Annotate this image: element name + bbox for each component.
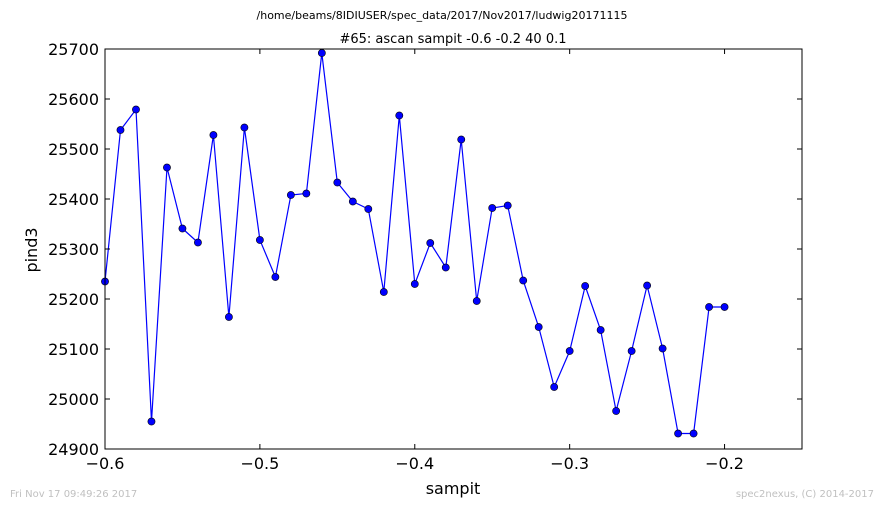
y-tick-label: 24900	[48, 440, 99, 459]
data-point	[519, 276, 528, 285]
data-point	[147, 417, 156, 426]
data-point	[534, 323, 543, 331]
plot-area: −0.6 −0.5 −0.4 −0.3 −0.2 24900 25000 25100 25200…	[48, 40, 803, 473]
x-tick-label: −0.4	[395, 454, 434, 473]
data-point	[317, 49, 326, 57]
y-tick-label: 25400	[48, 190, 99, 209]
y-tick-label: 25700	[48, 40, 99, 59]
data-point	[178, 224, 187, 233]
data-point	[457, 135, 466, 144]
y-tick-label: 25600	[48, 90, 99, 109]
data-point	[488, 204, 497, 212]
x-tick-label: −0.5	[240, 454, 279, 473]
data-point	[441, 263, 450, 272]
y-tick-label: 25200	[48, 290, 99, 309]
data-point	[209, 131, 218, 139]
data-point	[612, 407, 621, 415]
data-point	[581, 282, 590, 290]
data-point	[132, 105, 140, 114]
y-tick-label: 25100	[48, 340, 99, 359]
data-point	[194, 238, 202, 247]
y-tick-label: 25000	[48, 390, 99, 409]
data-point	[627, 347, 636, 355]
data-point	[395, 111, 404, 120]
y-tick-label: 25300	[48, 240, 99, 259]
data-point	[364, 205, 373, 213]
data-point	[333, 178, 342, 187]
data-point	[720, 303, 729, 311]
data-point	[674, 429, 682, 438]
data-point	[503, 201, 512, 210]
data-point	[379, 288, 388, 296]
data-point	[550, 383, 559, 391]
footer-credit: spec2nexus, (C) 2014-2017	[735, 489, 874, 500]
data-point	[302, 189, 311, 198]
data-point	[472, 297, 481, 305]
x-tick-label: −0.2	[705, 454, 744, 473]
data-point	[565, 347, 574, 355]
x-tick-label: −0.6	[86, 454, 125, 473]
chart-suptitle: /home/beams/8IDIUSER/spec_data/2017/Nov2…	[257, 9, 628, 22]
data-point	[255, 236, 264, 244]
data-point	[596, 326, 605, 334]
plot-frame	[104, 48, 803, 450]
data-point	[689, 429, 698, 438]
data-point	[271, 273, 280, 281]
data-point	[286, 191, 295, 199]
data-point	[643, 281, 652, 290]
data-point	[116, 126, 125, 134]
y-tick-label: 25500	[48, 140, 99, 159]
data-point	[658, 344, 667, 353]
data-point	[163, 163, 171, 172]
data-point	[225, 313, 233, 321]
data-point	[426, 239, 435, 247]
data-point	[410, 280, 419, 288]
data-point	[705, 303, 713, 311]
chart-title: #65: ascan sampit -0.6 -0.2 40 0.1	[339, 32, 566, 47]
data-point	[240, 123, 249, 132]
x-axis-label: sampit	[426, 479, 481, 498]
footer-timestamp: Fri Nov 17 09:49:26 2017	[10, 489, 138, 500]
y-axis-label: pind3	[22, 227, 41, 272]
x-tick-label: −0.3	[550, 454, 589, 473]
data-point	[348, 197, 357, 206]
